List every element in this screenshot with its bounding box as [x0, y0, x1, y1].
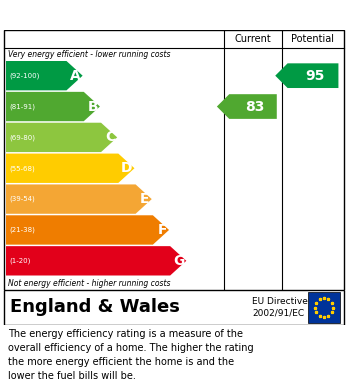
Text: (1-20): (1-20) — [9, 258, 30, 264]
Polygon shape — [217, 94, 277, 119]
Text: (21-38): (21-38) — [9, 227, 35, 233]
Polygon shape — [6, 92, 100, 121]
Polygon shape — [275, 63, 338, 88]
Text: England & Wales: England & Wales — [10, 298, 180, 316]
Polygon shape — [6, 215, 169, 245]
Text: A: A — [70, 69, 81, 83]
Text: 95: 95 — [305, 69, 325, 83]
Polygon shape — [6, 185, 152, 214]
Text: D: D — [121, 161, 133, 175]
Text: (69-80): (69-80) — [9, 134, 35, 141]
Text: (92-100): (92-100) — [9, 72, 39, 79]
Text: Energy Efficiency Rating: Energy Efficiency Rating — [69, 7, 279, 23]
Text: EU Directive
2002/91/EC: EU Directive 2002/91/EC — [252, 297, 308, 318]
Bar — [308, 292, 340, 323]
Text: 83: 83 — [245, 100, 264, 113]
Text: Not energy efficient - higher running costs: Not energy efficient - higher running co… — [8, 279, 171, 288]
Polygon shape — [6, 246, 186, 276]
Text: G: G — [173, 254, 184, 268]
Text: Very energy efficient - lower running costs: Very energy efficient - lower running co… — [8, 50, 171, 59]
Polygon shape — [6, 61, 82, 90]
Text: (55-68): (55-68) — [9, 165, 35, 172]
Text: B: B — [87, 100, 98, 113]
Text: C: C — [105, 130, 115, 144]
Text: Potential: Potential — [292, 34, 334, 44]
Text: (39-54): (39-54) — [9, 196, 35, 203]
Text: Current: Current — [235, 34, 271, 44]
Text: E: E — [140, 192, 150, 206]
Text: (81-91): (81-91) — [9, 103, 35, 110]
Polygon shape — [6, 154, 134, 183]
Text: The energy efficiency rating is a measure of the
overall efficiency of a home. T: The energy efficiency rating is a measur… — [8, 329, 254, 381]
Text: F: F — [158, 223, 167, 237]
Polygon shape — [6, 123, 117, 152]
